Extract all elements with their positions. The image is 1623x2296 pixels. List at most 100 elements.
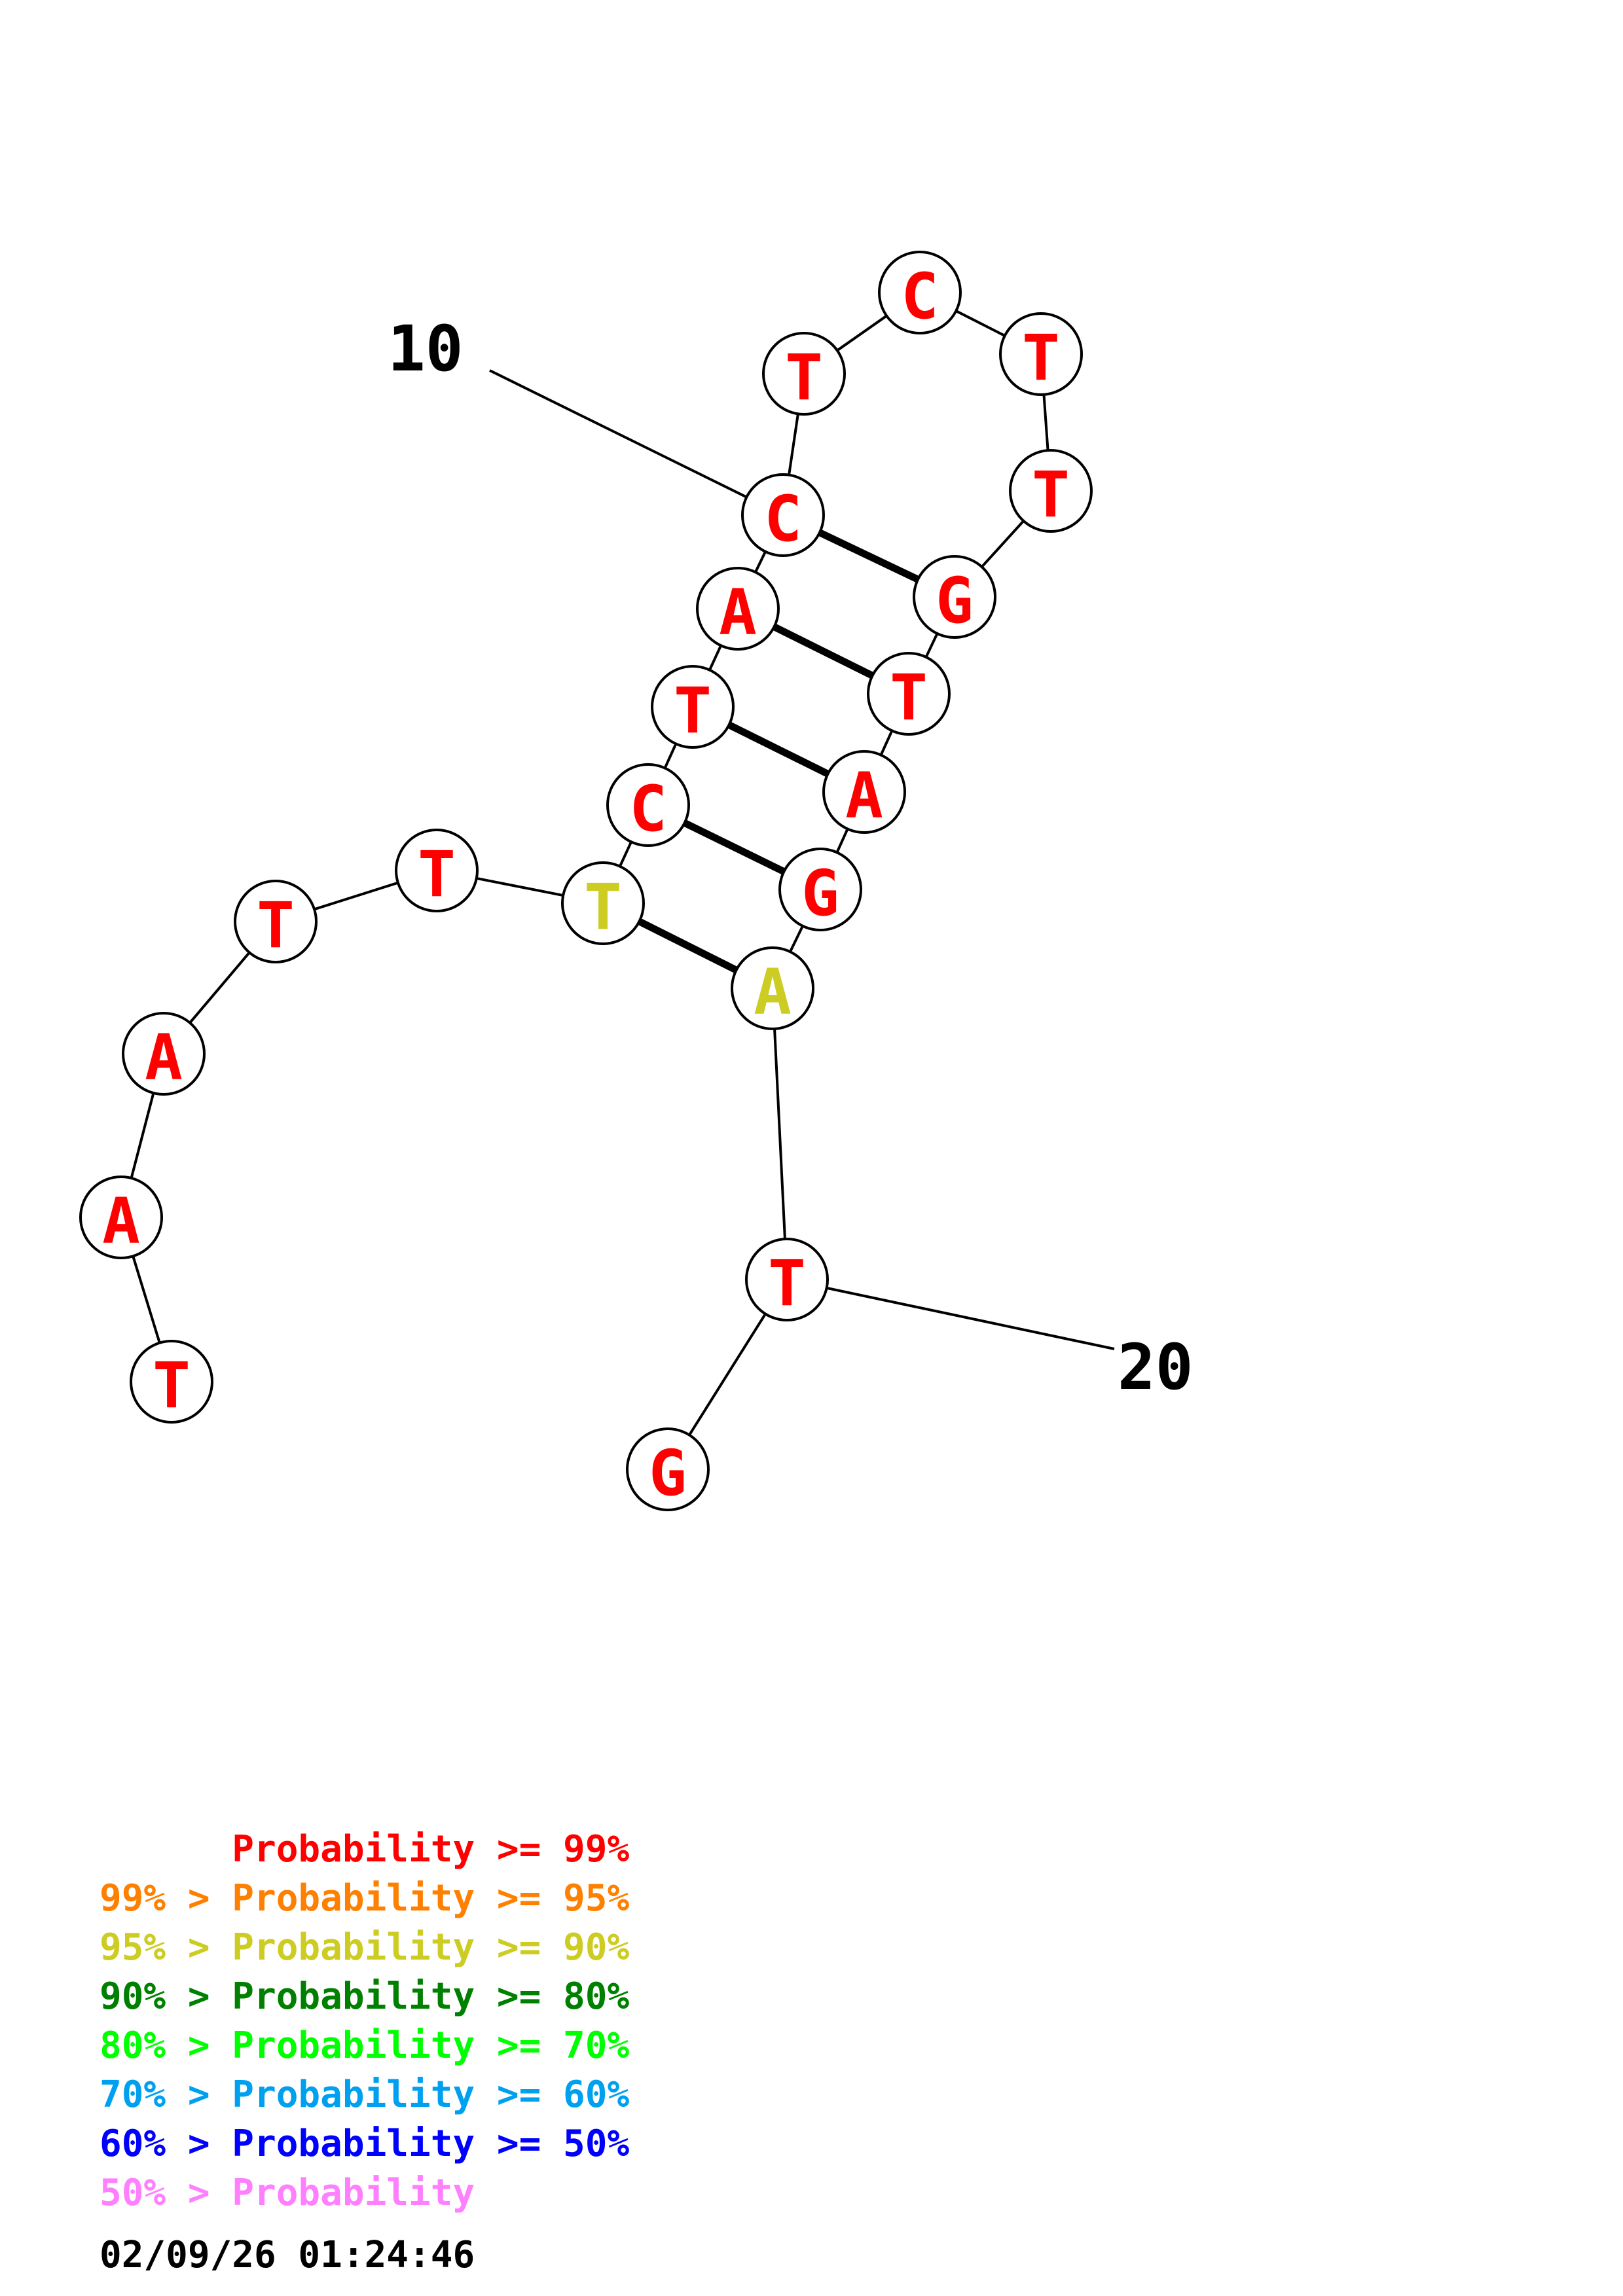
nucleotide-circle [696, 567, 780, 651]
nucleotide-20: T [745, 1238, 829, 1321]
nucleotide-letter: A [719, 576, 757, 649]
legend-line-90: 95% > Probability >= 90% [100, 1926, 630, 1969]
legend-line-99: Probability >= 99% [100, 1828, 630, 1871]
backbone-link-5-6 [476, 877, 564, 897]
backbone-link-18-19 [789, 925, 804, 953]
nucleotide-circle [395, 829, 479, 912]
nucleotide-circle [913, 555, 996, 639]
backbone-link-15-16 [924, 633, 939, 658]
legend-line-below-50: 50% > Probability [100, 2172, 475, 2214]
nucleotide-19: A [731, 946, 814, 1030]
timestamp: 02/09/26 01:24:46 [100, 2234, 475, 2276]
nucleotide-letter: C [901, 260, 939, 333]
backbone-link-20-21 [688, 1313, 767, 1436]
nucleotide-circle [778, 848, 862, 931]
nucleotide-circle [878, 251, 962, 334]
base-pair-7-18 [683, 819, 786, 875]
nucleotide-letter: G [801, 857, 839, 930]
nucleotide-12: C [878, 251, 962, 334]
backbone-link-12-13 [955, 310, 1006, 337]
backbone-link-14-15 [981, 520, 1025, 568]
nucleotide-letter: A [102, 1185, 140, 1258]
nucleotide-21: G [626, 1427, 710, 1511]
nucleotide-letter: T [584, 870, 622, 944]
nucleotide-circle [79, 1175, 163, 1259]
nucleotide-circle [606, 763, 690, 847]
base-pair-bonds [637, 529, 920, 974]
nucleotide-circle [745, 1238, 829, 1321]
nucleotide-letter: T [674, 674, 712, 747]
nucleotide-14: T [1009, 449, 1093, 533]
nucleotide-letter: T [418, 838, 456, 911]
legend-line-95: 99% > Probability >= 95% [100, 1877, 630, 1920]
backbone-link-9-10 [754, 550, 767, 573]
nucleotide-circle [122, 1012, 206, 1096]
backbone-link-16-17 [879, 730, 894, 756]
nucleotide-letter: G [649, 1437, 687, 1510]
base-pair-8-17 [727, 721, 830, 778]
nucleotide-circle [1009, 449, 1093, 533]
nucleotide-letter: T [890, 661, 928, 734]
nucleotide-letter: T [1022, 321, 1060, 395]
nucleotide-8: T [651, 665, 735, 749]
backbone-links [130, 310, 1049, 1436]
backbone-link-4-5 [314, 881, 399, 911]
nucleotide-17: A [822, 750, 906, 834]
legend-line-60: 70% > Probability >= 60% [100, 2073, 630, 2116]
nucleotide-2: A [79, 1175, 163, 1259]
base-pair-10-15 [818, 529, 920, 583]
nucleotide-letter: G [936, 564, 974, 637]
nucleotide-letter: A [845, 759, 883, 833]
base-pair-9-16 [773, 623, 874, 679]
legend-line-80: 90% > Probability >= 80% [100, 1975, 630, 2018]
nucleotide-15: G [913, 555, 996, 639]
backbone-link-2-3 [130, 1092, 155, 1179]
backbone-link-17-18 [835, 828, 849, 853]
backbone-link-13-14 [1042, 394, 1049, 451]
position-10-pointer [489, 369, 748, 499]
position-10-label: 10 [388, 312, 464, 386]
backbone-link-6-7 [619, 841, 632, 867]
nucleotide-1: T [130, 1340, 213, 1424]
nucleotide-7: C [606, 763, 690, 847]
nucleotide-circle [867, 652, 951, 736]
nucleotide-3: A [122, 1012, 206, 1096]
legend-line-70: 80% > Probability >= 70% [100, 2024, 630, 2067]
nucleotide-circle [762, 332, 846, 416]
nucleotide-6: T [561, 861, 645, 945]
backbone-link-19-20 [773, 1028, 786, 1240]
nucleotide-letter: C [764, 482, 802, 556]
base-pair-6-19 [637, 918, 739, 974]
nucleotide-11: T [762, 332, 846, 416]
backbone-link-3-4 [189, 952, 251, 1024]
nucleotide-circle [822, 750, 906, 834]
nucleotide-letter: A [754, 956, 792, 1029]
nucleotide-18: G [778, 848, 862, 931]
nucleotide-10: C [741, 473, 825, 557]
nucleotide-circle [234, 880, 318, 963]
backbone-link-10-11 [788, 414, 799, 475]
backbone-link-8-9 [708, 645, 722, 671]
nucleotide-letter: T [785, 341, 823, 414]
nucleotide-circle [741, 473, 825, 557]
nucleotide-16: T [867, 652, 951, 736]
position-labels: 10 20 [388, 312, 1194, 1404]
nucleotide-9: A [696, 567, 780, 651]
legend-line-50: 60% > Probability >= 50% [100, 2123, 630, 2165]
nucleotide-letter: A [145, 1021, 183, 1094]
nucleotide-circle [999, 312, 1083, 396]
position-20-label: 20 [1118, 1331, 1194, 1404]
nucleotide-4: T [234, 880, 318, 963]
nucleotide-circle [130, 1340, 213, 1424]
backbone-link-11-12 [836, 314, 888, 352]
nucleotide-circle [626, 1427, 710, 1511]
nucleotide-5: T [395, 829, 479, 912]
backbone-link-7-8 [663, 743, 678, 769]
position-20-pointer [826, 1286, 1115, 1350]
nucleotide-letter: C [629, 772, 667, 846]
nucleotide-letter: T [768, 1247, 806, 1320]
nucleotide-circle [651, 665, 735, 749]
nucleotide-circle [561, 861, 645, 945]
nucleotide-circle [731, 946, 814, 1030]
